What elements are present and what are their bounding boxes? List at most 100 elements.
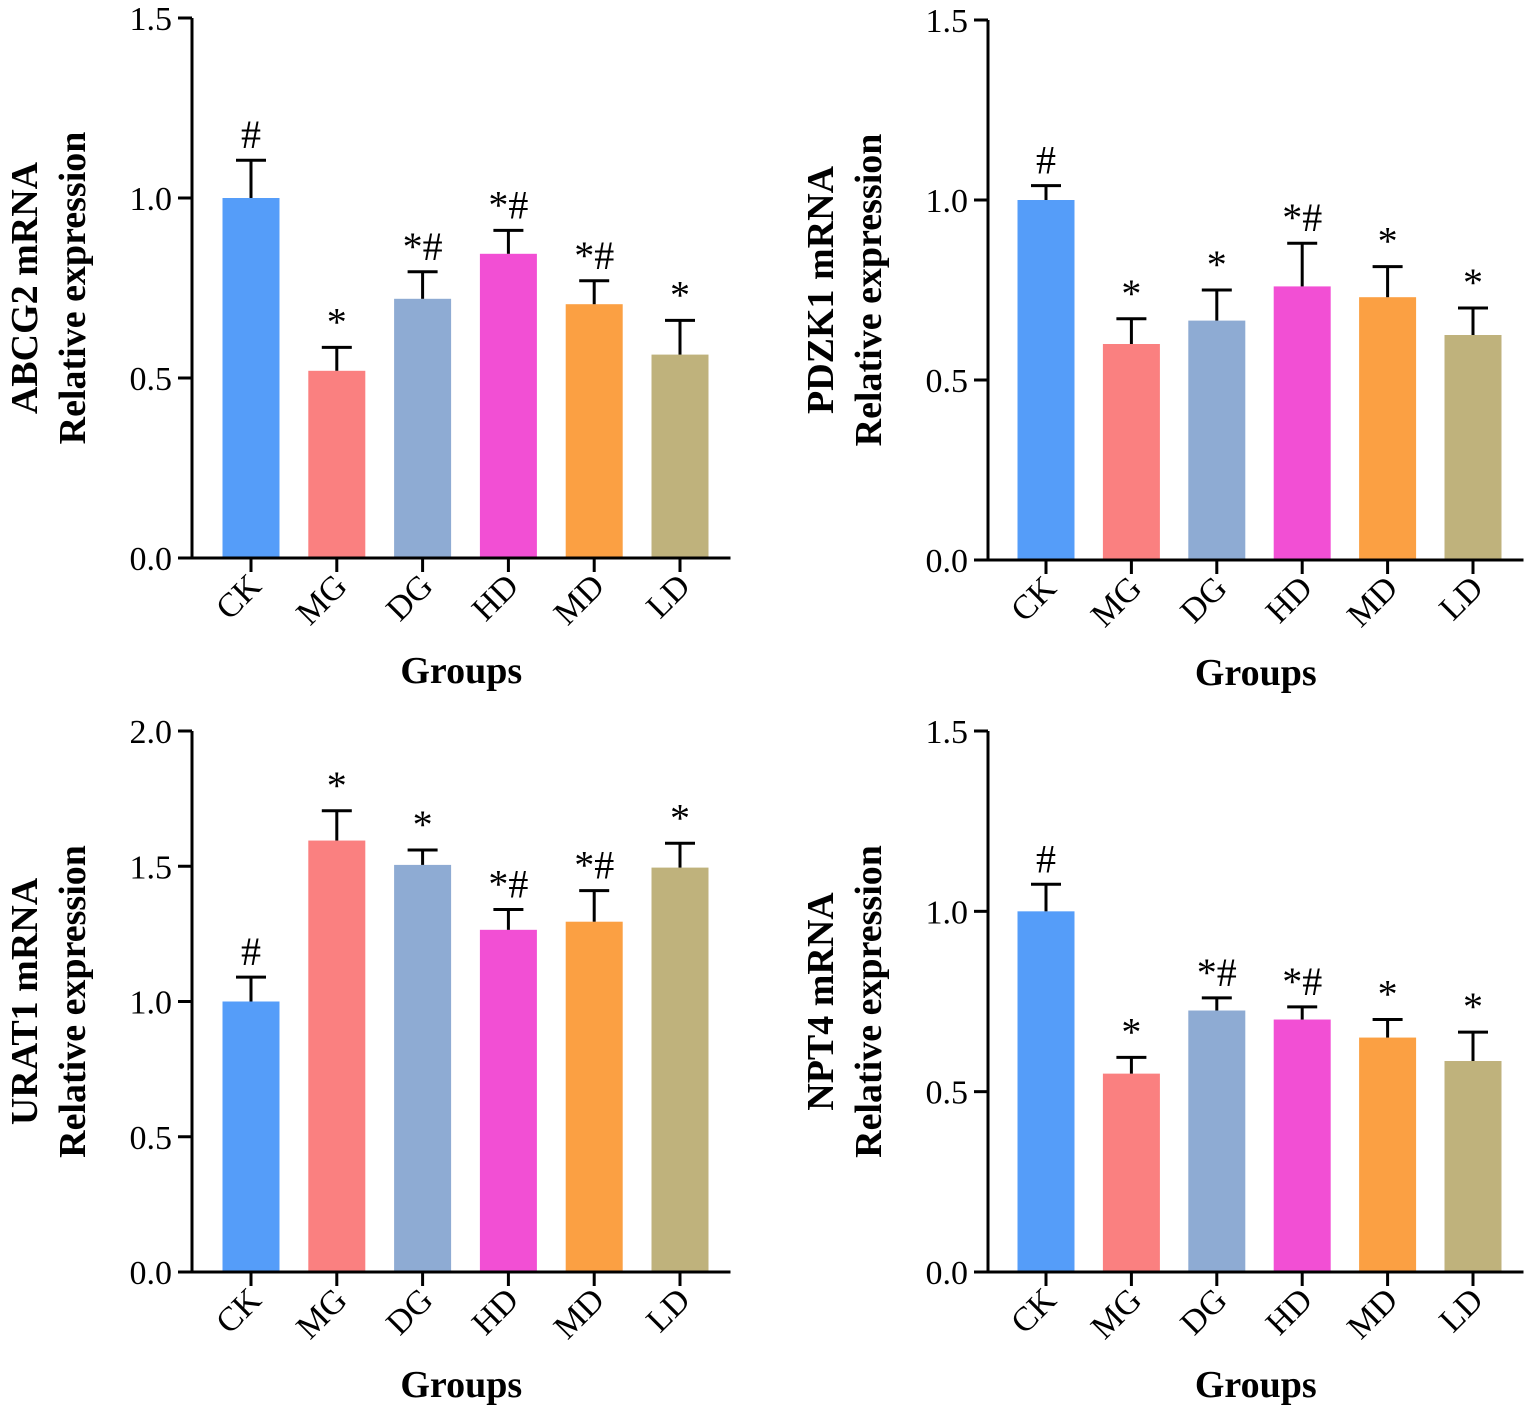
bar-dg [1188, 320, 1246, 560]
annotation-mg: * [1121, 1009, 1141, 1054]
x-tick-label-ck: CK [209, 567, 269, 627]
annotation-ld: * [1463, 260, 1483, 305]
bar-mg [308, 840, 366, 1272]
bar-dg [1188, 1010, 1246, 1272]
y-axis-title-line2: Relative expression [848, 134, 890, 447]
panel-abcg2: # * *# *# *# * 0.0 0.5 1.0 1.5 CK MG DG HD MD LD Groups A… [4, 1, 731, 692]
annotation-hd: *# [488, 182, 528, 227]
annotation-hd: *# [1282, 195, 1322, 240]
x-tick-label-mg: MG [290, 1281, 355, 1346]
x-tick-label-ck: CK [1004, 1281, 1064, 1341]
annotation-dg: * [413, 802, 433, 847]
x-tick-label-dg: DG [1174, 1281, 1235, 1342]
bar-md [1359, 297, 1417, 560]
y-axis-title-line1: PDZK1 mRNA [800, 165, 842, 414]
y-tick-label: 1.0 [130, 181, 173, 218]
bar-dg [394, 298, 452, 558]
y-tick-label: 0.5 [926, 1075, 969, 1112]
annotation-ck: # [1036, 138, 1056, 183]
annotation-mg: * [1121, 271, 1141, 316]
x-tick-label-mg: MG [290, 567, 355, 632]
y-tick-label: 1.5 [130, 849, 173, 886]
y-tick-label: 0.0 [926, 1255, 969, 1292]
y-axis-title-line1: ABCG2 mRNA [4, 161, 46, 414]
y-tick-label: 0.0 [130, 541, 173, 578]
x-tick-label-mg: MG [1084, 1281, 1149, 1346]
bar-mg [1102, 1073, 1160, 1272]
annotation-mg: * [327, 763, 347, 808]
bar-ck [222, 1001, 280, 1272]
annotation-ck: # [1036, 836, 1056, 881]
annotation-md: *# [574, 233, 614, 278]
bar-dg [394, 864, 452, 1272]
bar-ld [1444, 335, 1502, 560]
x-tick-label-ld: LD [639, 567, 697, 625]
y-axis-title-line1: URAT1 mRNA [4, 877, 46, 1125]
y-tick-label: 0.5 [926, 363, 969, 400]
bar-md [565, 304, 623, 558]
x-tick-label-md: MD [1340, 569, 1405, 634]
x-tick-label-ck: CK [1004, 569, 1064, 629]
annotation-ld: * [1463, 984, 1483, 1029]
x-tick-label-ck: CK [209, 1281, 269, 1341]
x-tick-label-md: MD [547, 1281, 612, 1346]
x-axis-title: Groups [400, 1364, 522, 1406]
y-axis-title-line1: NPT4 mRNA [800, 892, 842, 1111]
annotation-dg: *# [1197, 950, 1237, 995]
annotation-ck: # [241, 929, 261, 974]
x-axis-title: Groups [1195, 652, 1317, 694]
panel-urat1: # * * *# *# * 0.0 0.5 1.0 1.5 2.0 CK MG DG HD MD LD Group… [4, 714, 731, 1406]
bar-md [565, 921, 623, 1272]
bar-ld [651, 867, 709, 1272]
x-tick-label-ld: LD [1432, 1281, 1490, 1339]
annotation-ld: * [670, 795, 690, 840]
bar-ld [651, 354, 709, 558]
panel-pdzk1: # * * *# * * 0.0 0.5 1.0 1.5 CK MG DG HD MD LD Groups PDZ… [800, 3, 1524, 694]
y-axis-title-line2: Relative expression [52, 845, 94, 1158]
x-tick-label-ld: LD [639, 1281, 697, 1339]
x-tick-label-md: MD [547, 567, 612, 632]
annotation-ck: # [241, 112, 261, 157]
x-tick-label-dg: DG [1174, 569, 1235, 630]
y-axis-title-line2: Relative expression [848, 845, 890, 1158]
bar-md [1359, 1037, 1417, 1272]
y-tick-label: 0.0 [926, 543, 969, 580]
bar-mg [308, 370, 366, 558]
x-tick-label-hd: HD [1259, 569, 1320, 630]
annotation-hd: *# [488, 862, 528, 907]
bar-ck [1017, 200, 1075, 560]
y-axis-title-line2: Relative expression [52, 132, 94, 445]
y-tick-label: 2.0 [130, 714, 173, 751]
bar-hd [479, 253, 537, 559]
y-tick-label: 0.0 [130, 1255, 173, 1292]
bar-hd [479, 929, 537, 1272]
x-tick-label-mg: MG [1084, 569, 1149, 634]
x-tick-label-md: MD [1340, 1281, 1405, 1346]
y-tick-label: 1.5 [926, 714, 969, 751]
y-tick-label: 1.0 [926, 894, 969, 931]
annotation-md: * [1378, 972, 1398, 1017]
x-tick-label-dg: DG [379, 567, 440, 628]
y-tick-label: 1.5 [130, 1, 173, 38]
annotation-dg: * [1207, 242, 1227, 287]
annotation-mg: * [327, 299, 347, 344]
bar-hd [1273, 1019, 1331, 1272]
panel-npt4: # * *# *# * * 0.0 0.5 1.0 1.5 CK MG DG HD MD LD Groups NP… [800, 714, 1524, 1406]
x-tick-label-hd: HD [1259, 1281, 1320, 1342]
annotation-ld: * [670, 272, 690, 317]
y-tick-label: 0.5 [130, 1120, 173, 1157]
bar-hd [1273, 286, 1331, 560]
y-tick-label: 1.0 [130, 985, 173, 1022]
x-tick-label-hd: HD [465, 1281, 526, 1342]
bar-mg [1102, 344, 1160, 560]
bar-ld [1444, 1061, 1502, 1272]
annotation-dg: *# [403, 224, 443, 269]
x-axis-title: Groups [1195, 1364, 1317, 1406]
x-tick-label-ld: LD [1432, 569, 1490, 627]
annotation-md: * [1378, 219, 1398, 264]
x-tick-label-hd: HD [465, 567, 526, 628]
x-tick-label-dg: DG [379, 1281, 440, 1342]
y-tick-label: 1.5 [926, 3, 969, 40]
x-axis-title: Groups [400, 650, 522, 692]
